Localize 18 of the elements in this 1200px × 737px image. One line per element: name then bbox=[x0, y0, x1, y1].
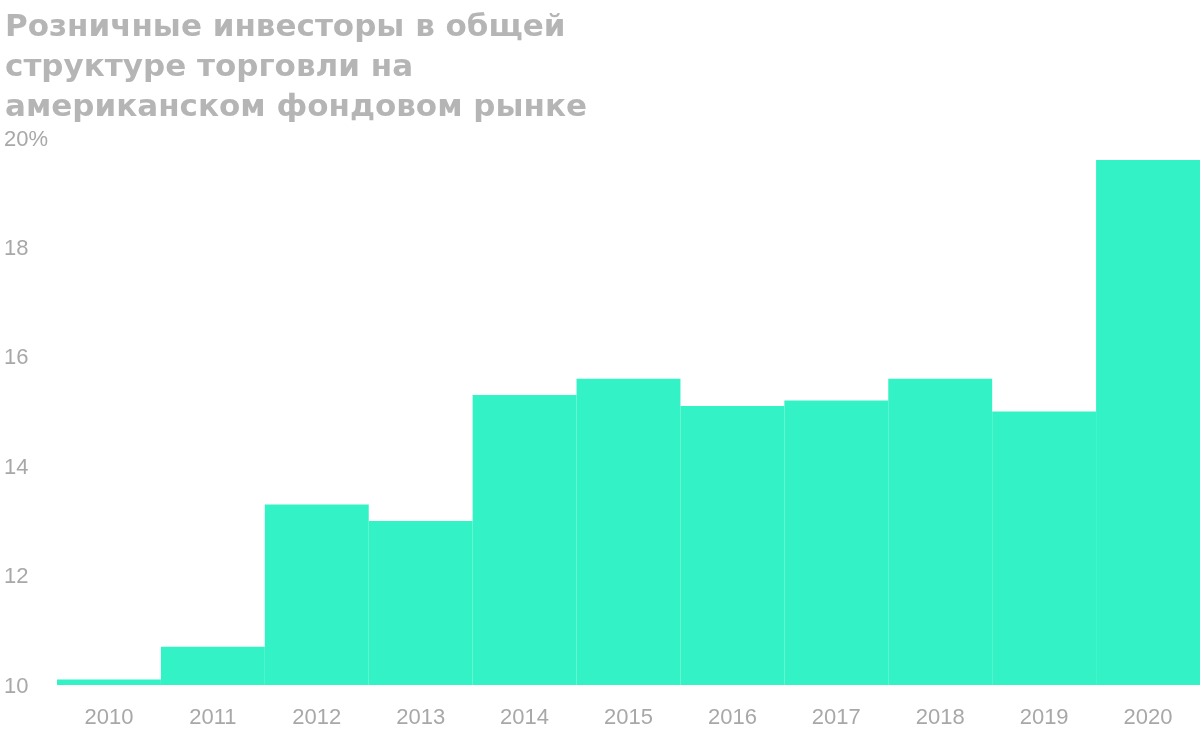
x-tick-label: 2014 bbox=[500, 703, 550, 729]
x-tick-label: 2020 bbox=[1123, 703, 1173, 729]
y-tick-label: 18 bbox=[4, 234, 29, 260]
y-tick-label: 14 bbox=[4, 453, 29, 479]
y-tick-label: 10 bbox=[4, 672, 29, 698]
x-tick-label: 2015 bbox=[604, 703, 653, 729]
chart-title: Розничные инвесторы в общей структуре торговли на американском фондовом рынке bbox=[5, 7, 587, 123]
y-tick-label: 16 bbox=[4, 344, 29, 370]
x-tick-label: 2016 bbox=[707, 703, 757, 729]
y-tick-label: 20% bbox=[4, 125, 49, 151]
y-tick-label: 12 bbox=[4, 563, 29, 589]
x-tick-label: 2017 bbox=[811, 703, 861, 729]
x-tick-label: 2010 bbox=[84, 703, 134, 729]
x-tick-label: 2013 bbox=[396, 703, 446, 729]
x-tick-label: 2019 bbox=[1019, 703, 1069, 729]
x-tick-label: 2018 bbox=[915, 703, 965, 729]
x-tick-label: 2012 bbox=[292, 703, 342, 729]
x-tick-label: 2011 bbox=[189, 703, 237, 729]
